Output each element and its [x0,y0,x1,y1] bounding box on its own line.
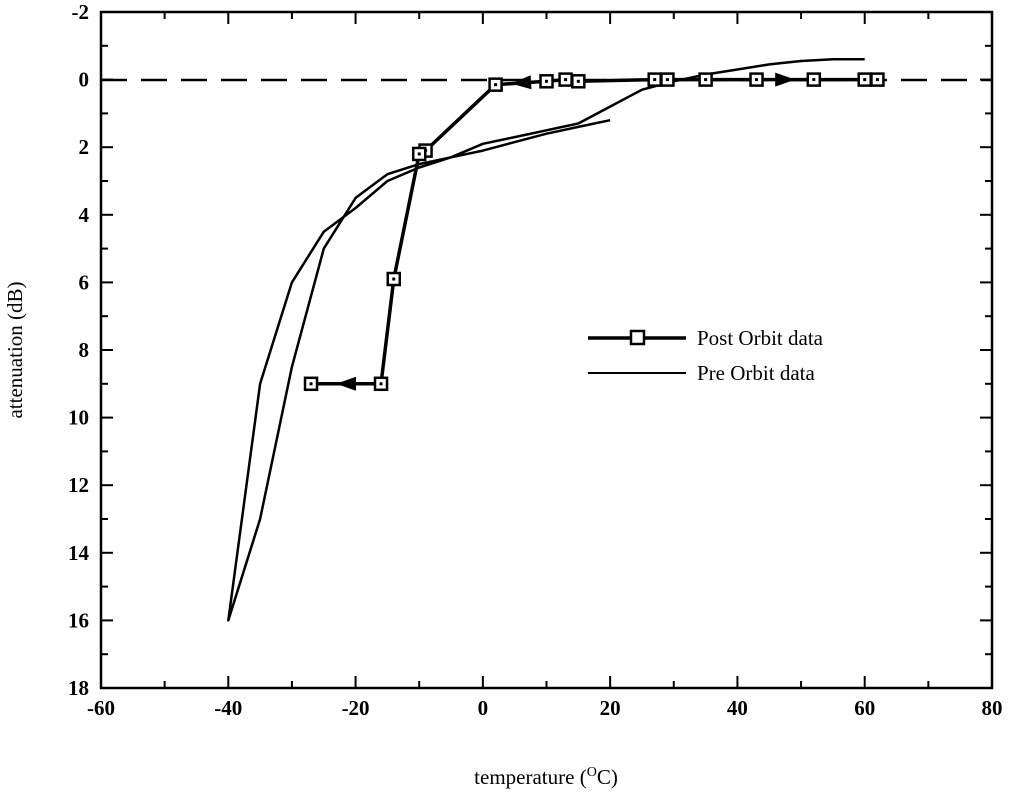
x-axis-title: temperature (OC) [474,765,618,789]
y-tick-label: 12 [68,473,89,497]
y-tick-label: 0 [79,68,90,92]
post-orbit-marker-dot [755,78,759,82]
post-orbit-marker-dot [653,78,657,82]
legend-label-pre-orbit: Pre Orbit data [697,361,815,385]
x-tick-label: -40 [214,696,242,720]
x-axis-title-superscript: O [587,765,597,780]
post-orbit-marker-dot [863,78,867,82]
direction-arrow [775,72,796,87]
x-axis-title-suffix: C) [597,765,618,789]
pre-orbit-line [227,58,865,622]
direction-arrow [511,75,532,90]
legend-label-post-orbit: Post Orbit data [697,326,824,350]
post-orbit-marker-dot [392,277,396,281]
x-tick-label: 20 [600,696,621,720]
post-orbit-marker-dot [812,78,816,82]
y-tick-label: 16 [68,608,89,632]
post-orbit-marker-dot [704,78,708,82]
y-tick-label: 10 [68,406,89,430]
x-axis-title-prefix: temperature ( [474,765,587,789]
y-axis-title: attenuation (dB) [3,281,27,418]
post-orbit-marker-dot [494,83,498,87]
post-orbit-marker-dot [564,78,568,82]
series-layer [227,58,885,622]
post-orbit-marker-dot [417,152,421,156]
post-orbit-marker-dot [576,79,580,83]
x-tick-label: 0 [478,696,489,720]
x-tick-label: 80 [982,696,1003,720]
y-tick-label: 8 [79,338,90,362]
post-orbit-marker-dot [379,382,383,386]
y-tick-label: 18 [68,676,89,700]
plot-frame [99,10,994,690]
y-tick-label: -2 [72,0,90,24]
x-tick-label: -20 [342,696,370,720]
y-tick-label: 4 [79,203,90,227]
legend-marker-post-orbit [629,329,646,346]
post-orbit-marker-dot [665,78,669,82]
x-tick-label: 40 [727,696,748,720]
legend: Post Orbit data Pre Orbit data [588,326,824,385]
direction-arrow [336,376,356,391]
post-orbit-marker-dot [545,79,548,83]
x-tick-label: 60 [854,696,875,720]
post-orbit-marker-dot [309,382,313,386]
y-tick-label: 14 [68,541,90,565]
x-tick-label: -60 [87,696,115,720]
y-tick-label: 6 [79,270,90,294]
y-tick-label: 2 [79,135,90,159]
post-orbit-marker-dot [875,78,879,82]
